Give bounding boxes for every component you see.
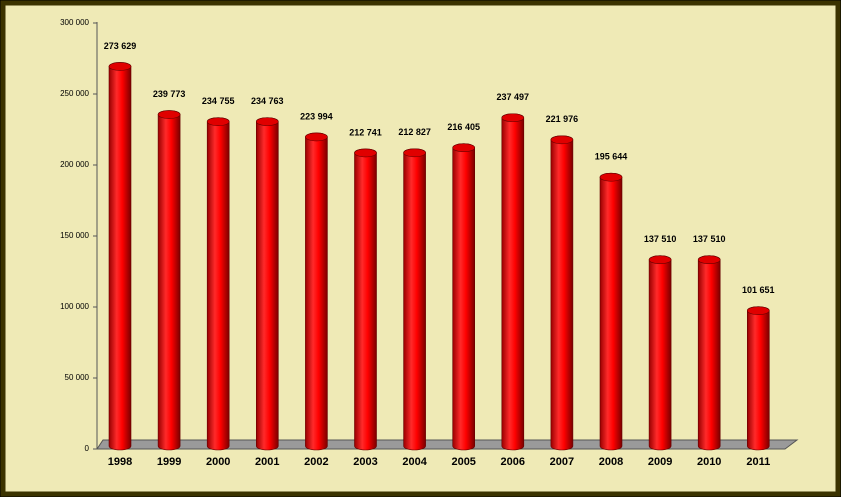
bar-cap bbox=[157, 110, 181, 119]
x-tick-label: 1998 bbox=[108, 456, 132, 468]
bar bbox=[157, 110, 181, 451]
x-tick-label: 2000 bbox=[206, 456, 230, 468]
data-label: 137 510 bbox=[693, 234, 726, 244]
bar-cap bbox=[697, 255, 721, 265]
bar bbox=[697, 255, 721, 451]
data-label: 212 741 bbox=[349, 127, 382, 137]
y-tick-label: 250 000 bbox=[60, 89, 89, 98]
data-label: 234 755 bbox=[202, 96, 235, 106]
x-tick-label: 2011 bbox=[746, 456, 770, 468]
y-tick-label: 200 000 bbox=[60, 160, 89, 169]
bar bbox=[206, 117, 230, 451]
data-label: 212 827 bbox=[398, 127, 431, 137]
bar bbox=[354, 148, 377, 451]
bar-cap bbox=[501, 113, 525, 123]
x-tick-label: 2008 bbox=[599, 456, 623, 468]
data-label: 239 773 bbox=[153, 89, 186, 99]
x-tick-label: 2004 bbox=[402, 456, 427, 468]
y-tick-label: 150 000 bbox=[60, 231, 89, 240]
x-tick-label: 1999 bbox=[157, 456, 181, 468]
bar bbox=[256, 117, 279, 451]
x-tick-label: 2009 bbox=[648, 456, 672, 468]
bar-cap bbox=[108, 62, 132, 71]
y-tick-label: 50 000 bbox=[65, 373, 90, 382]
bar-cap bbox=[746, 306, 770, 315]
bar bbox=[599, 172, 623, 451]
bar-cap bbox=[648, 255, 672, 265]
bar-cap bbox=[550, 135, 574, 145]
bar-cap bbox=[599, 172, 623, 182]
bar-cap bbox=[354, 148, 377, 158]
bar-cap bbox=[206, 117, 230, 126]
bar bbox=[305, 132, 328, 451]
y-tick-label: 0 bbox=[85, 444, 90, 453]
data-label: 237 497 bbox=[497, 92, 530, 102]
bar-cap bbox=[305, 132, 328, 142]
x-tick-label: 2001 bbox=[255, 456, 279, 468]
data-label: 221 976 bbox=[546, 114, 579, 124]
data-label: 195 644 bbox=[595, 152, 628, 162]
bar bbox=[452, 143, 475, 451]
bar bbox=[108, 62, 132, 451]
bar-cap bbox=[452, 143, 476, 153]
data-label: 137 510 bbox=[644, 234, 677, 244]
bar bbox=[403, 148, 426, 451]
x-tick-label: 2010 bbox=[697, 456, 721, 468]
bar bbox=[648, 255, 672, 451]
y-tick-label: 100 000 bbox=[60, 302, 89, 311]
x-tick-label: 2007 bbox=[550, 456, 574, 468]
data-label: 234 763 bbox=[251, 96, 284, 106]
data-label: 216 405 bbox=[447, 122, 480, 132]
x-tick-label: 2005 bbox=[451, 456, 475, 468]
bar-cap bbox=[255, 117, 279, 126]
bar bbox=[550, 135, 574, 451]
floor bbox=[96, 439, 799, 450]
x-tick-label: 2002 bbox=[304, 456, 328, 468]
bar bbox=[747, 306, 770, 451]
bar bbox=[501, 113, 525, 451]
x-tick-label: 2003 bbox=[353, 456, 377, 468]
x-tick-label: 2006 bbox=[501, 456, 525, 468]
y-tick-label: 300 000 bbox=[60, 18, 89, 27]
data-label: 273 629 bbox=[104, 41, 137, 51]
bar-cap bbox=[403, 148, 426, 158]
data-label: 223 994 bbox=[300, 111, 333, 121]
data-label: 101 651 bbox=[742, 285, 775, 295]
